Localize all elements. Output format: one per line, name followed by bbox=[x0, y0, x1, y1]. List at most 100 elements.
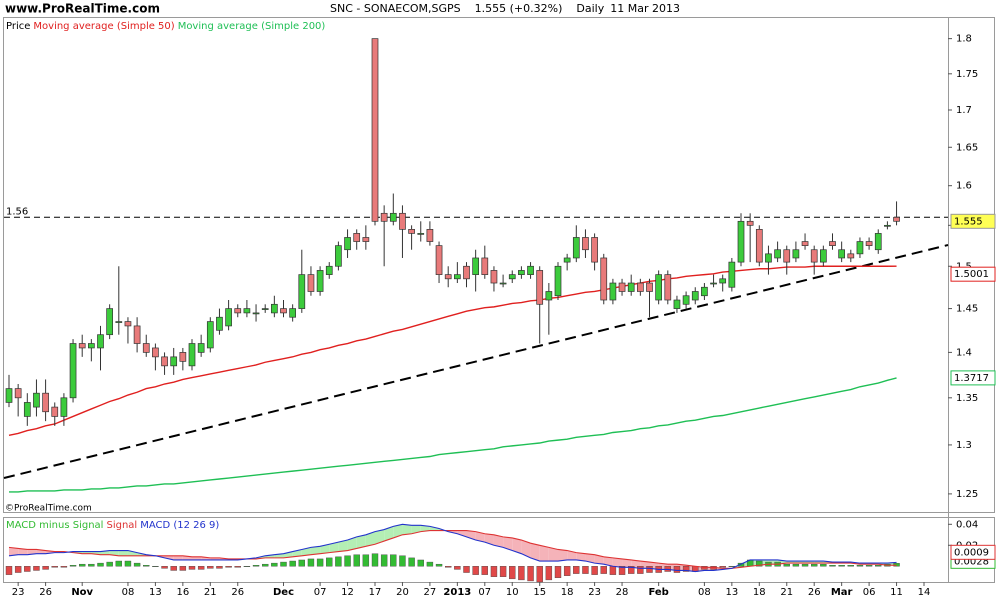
candle-body bbox=[42, 392, 49, 413]
date: 11 Mar 2013 bbox=[610, 2, 680, 15]
candle-body bbox=[261, 308, 269, 310]
candle-body bbox=[673, 299, 681, 309]
macd-fill bbox=[585, 553, 595, 564]
x-tick-label: Feb bbox=[648, 587, 668, 598]
moving-average bbox=[9, 377, 897, 493]
macd-fill bbox=[475, 531, 485, 543]
histogram-bar bbox=[563, 566, 571, 576]
y-tick-label: 1.35 bbox=[956, 393, 978, 404]
candle-body bbox=[884, 224, 891, 227]
candle-body bbox=[97, 334, 104, 349]
histogram-bar bbox=[5, 566, 13, 575]
x-tick-label: 21 bbox=[204, 587, 217, 598]
period: Daily bbox=[576, 2, 604, 15]
candle-body bbox=[197, 343, 205, 353]
y-tick-label: 1.75 bbox=[956, 69, 978, 80]
symbol: SNC - SONAECOM,SGPS bbox=[330, 2, 461, 15]
histogram-bar bbox=[454, 566, 461, 570]
histogram-bar bbox=[51, 566, 58, 568]
histogram-bar bbox=[298, 559, 305, 567]
macd-fill bbox=[310, 546, 321, 555]
y-tick-label: 1.6 bbox=[956, 181, 972, 192]
histogram-bar bbox=[390, 554, 397, 567]
candle-body bbox=[508, 274, 516, 280]
value-label: 1.3717 bbox=[954, 373, 989, 384]
x-tick-label: Nov bbox=[71, 587, 93, 598]
candle-body bbox=[755, 229, 763, 263]
macd-fill bbox=[9, 547, 19, 556]
y-tick-label: 1.65 bbox=[956, 142, 978, 153]
value-label: 1.555 bbox=[954, 216, 983, 227]
candle-body bbox=[819, 249, 827, 263]
macd-fill bbox=[420, 525, 430, 532]
candle-body bbox=[78, 343, 86, 349]
x-tick-label: 08 bbox=[122, 587, 135, 598]
macd-fill bbox=[402, 524, 412, 535]
candle-body bbox=[271, 303, 278, 314]
histogram-bar bbox=[161, 566, 168, 569]
candle-body bbox=[655, 274, 663, 301]
candle-body bbox=[289, 308, 296, 318]
macd-fill bbox=[329, 542, 339, 553]
x-tick-label: 06 bbox=[863, 587, 876, 598]
histogram-bar bbox=[426, 561, 434, 567]
candle-body bbox=[51, 406, 59, 417]
histogram-bar bbox=[811, 563, 818, 567]
candle-body bbox=[554, 265, 562, 297]
candle-body bbox=[609, 282, 617, 301]
candle-body bbox=[838, 249, 846, 259]
macd-panel bbox=[3, 517, 995, 583]
candle-body bbox=[152, 347, 159, 358]
macd-fill bbox=[118, 550, 128, 556]
legend-ma50: Moving average (Simple 50) bbox=[33, 21, 174, 32]
candle-body bbox=[280, 308, 287, 314]
histogram-bar bbox=[445, 566, 452, 568]
x-tick-label: 23 bbox=[12, 587, 25, 598]
candle-body bbox=[252, 312, 260, 315]
x-tick-label: 20 bbox=[396, 587, 409, 598]
candle-body bbox=[765, 253, 772, 263]
x-tick-label: 26 bbox=[231, 587, 244, 598]
histogram-bar bbox=[801, 563, 809, 567]
x-tick-label: 07 bbox=[314, 587, 327, 598]
histogram-bar bbox=[591, 566, 598, 575]
histogram-bar bbox=[856, 565, 864, 567]
candle-body bbox=[444, 274, 452, 280]
histogram-bar bbox=[344, 555, 351, 567]
histogram-bar bbox=[188, 566, 196, 570]
histogram-bar bbox=[518, 566, 525, 581]
value-box bbox=[950, 370, 996, 386]
y-tick-label: 1.3 bbox=[956, 440, 972, 451]
histogram-bar bbox=[170, 566, 177, 571]
candle-body bbox=[499, 282, 507, 285]
horizontal-line-label: 1.56 bbox=[6, 206, 28, 217]
histogram-bar bbox=[362, 554, 370, 567]
candle-body bbox=[133, 325, 141, 344]
x-tick-label: 26 bbox=[808, 587, 821, 598]
candle-body bbox=[682, 295, 690, 305]
histogram-bar bbox=[380, 554, 388, 567]
histogram-bar bbox=[307, 558, 315, 567]
histogram-bar bbox=[545, 566, 553, 581]
candle-body bbox=[536, 270, 544, 305]
histogram-bar bbox=[399, 555, 406, 567]
x-tick-label: 2013 bbox=[443, 587, 471, 598]
macd-fill bbox=[594, 554, 604, 565]
histogram-bar bbox=[499, 566, 507, 577]
histogram-bar bbox=[600, 566, 607, 574]
histogram-bar bbox=[316, 558, 324, 567]
value-label: 1.5001 bbox=[954, 269, 989, 280]
macd-line bbox=[8, 523, 897, 573]
site-name: www.ProRealTime.com bbox=[5, 2, 160, 16]
x-tick-label: Dec bbox=[273, 587, 294, 598]
macd-legend: MACD minus Signal Signal MACD (12 26 9) bbox=[6, 520, 219, 531]
histogram-bar bbox=[582, 566, 589, 574]
histogram-bar bbox=[829, 565, 836, 567]
histogram-bar bbox=[490, 566, 498, 577]
macd-fill bbox=[603, 556, 613, 567]
x-tick-label: 18 bbox=[753, 587, 766, 598]
macd-fill bbox=[375, 529, 385, 545]
candle-body bbox=[60, 397, 68, 417]
histogram-bar bbox=[133, 562, 141, 567]
